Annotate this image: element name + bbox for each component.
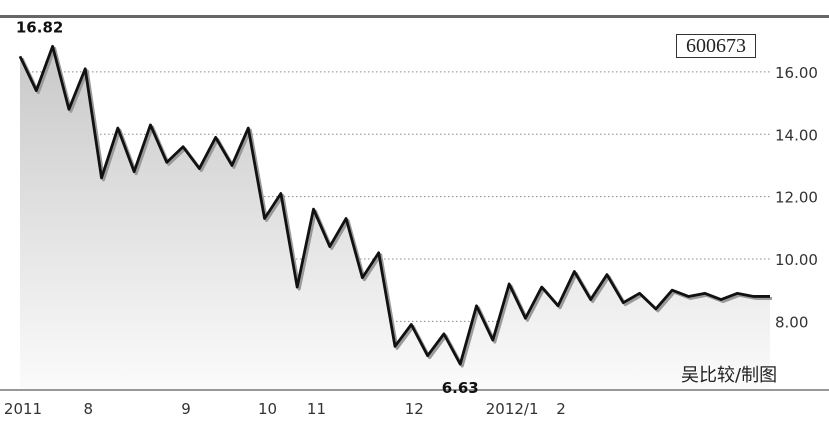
- x-tick-label: 11: [307, 400, 326, 418]
- ticker-box: 600673: [676, 34, 756, 58]
- min-price-label: 6.63: [442, 379, 479, 397]
- x-tick-label: 8: [83, 400, 93, 418]
- y-tick-label: 8.00: [775, 313, 808, 331]
- credit-label: 吴比较/制图: [681, 365, 778, 386]
- x-tick-label: 12: [405, 400, 424, 418]
- y-tick-label: 16.00: [775, 64, 818, 82]
- x-tick-label: 10: [258, 400, 277, 418]
- price-area-fill: [20, 46, 770, 390]
- y-tick-label: 14.00: [775, 126, 818, 144]
- y-tick-labels: 16.00 14.00 12.00 10.00 8.00: [775, 64, 818, 331]
- x-tick-label: 9: [181, 400, 191, 418]
- x-tick-label: 2012/1: [486, 400, 539, 418]
- x-tick-label: 2: [556, 400, 566, 418]
- price-line: [18, 44, 770, 366]
- x-tick-label: 2011: [4, 400, 42, 418]
- annotations: 16.82 6.63: [16, 18, 479, 397]
- x-tick-labels: 2011 8 9 10 11 12 2012/1 2: [4, 400, 566, 418]
- y-tick-label: 12.00: [775, 189, 818, 207]
- price-line-group: [18, 44, 772, 368]
- top-border: [0, 15, 829, 18]
- y-tick-label: 10.00: [775, 251, 818, 269]
- max-price-label: 16.82: [16, 18, 63, 36]
- price-area: [20, 46, 770, 390]
